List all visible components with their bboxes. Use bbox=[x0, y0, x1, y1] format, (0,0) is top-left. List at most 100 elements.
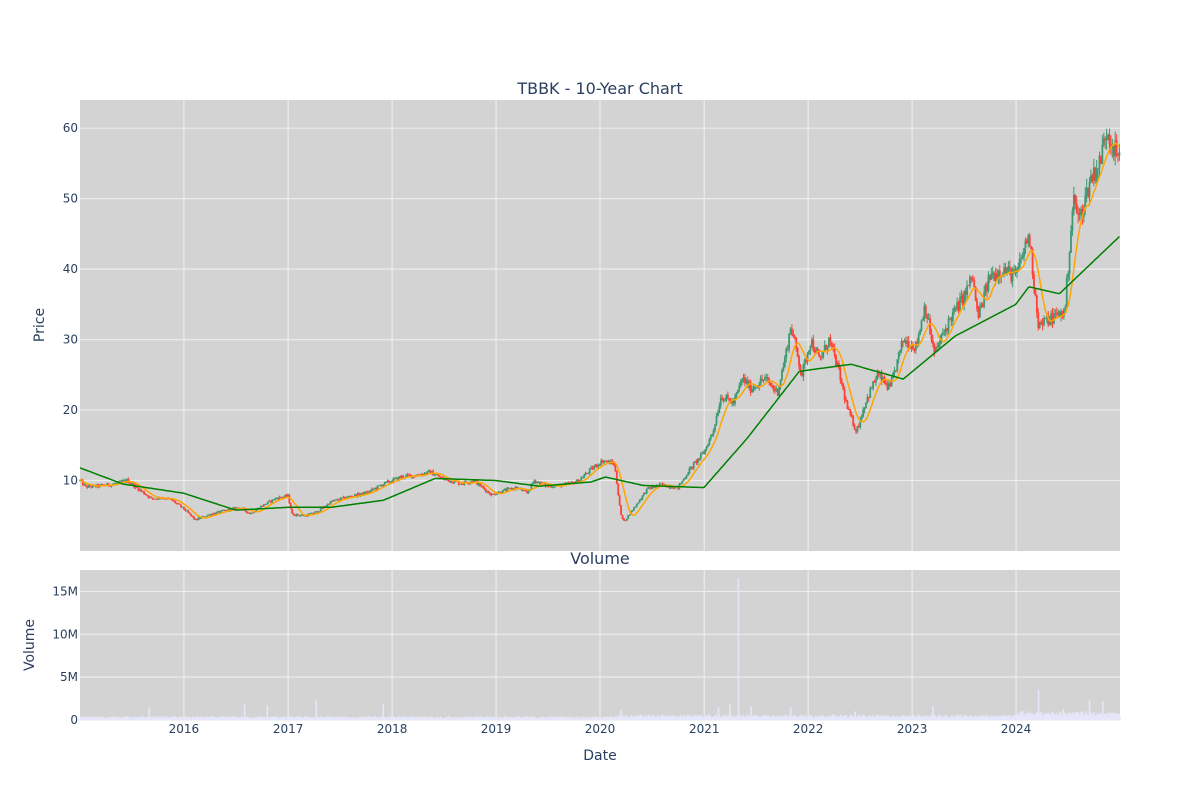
candle-body bbox=[84, 484, 87, 486]
candle-body bbox=[311, 512, 313, 514]
candle-body bbox=[604, 461, 607, 462]
candle-body bbox=[118, 480, 121, 482]
volume-bar bbox=[885, 715, 887, 720]
volume-bar bbox=[644, 714, 646, 720]
volume-y-tick-label: 0 bbox=[70, 713, 78, 727]
candle-body bbox=[1097, 168, 1099, 170]
candle-body bbox=[627, 515, 630, 519]
candle-body bbox=[472, 481, 474, 483]
candle-body bbox=[803, 359, 806, 365]
candle-body bbox=[934, 346, 937, 353]
candle-body bbox=[1068, 252, 1071, 274]
volume-bar bbox=[155, 716, 157, 720]
candle-body bbox=[788, 333, 790, 350]
candle-body bbox=[1033, 274, 1035, 289]
volume-bar bbox=[465, 716, 467, 720]
candle-body bbox=[721, 397, 724, 401]
candle-body bbox=[363, 492, 366, 495]
candle-body bbox=[1060, 311, 1062, 317]
candle-body bbox=[994, 273, 997, 281]
candle-body bbox=[331, 501, 333, 502]
volume-bar bbox=[81, 717, 83, 720]
candle-body bbox=[584, 473, 587, 476]
volume-bar bbox=[91, 716, 94, 720]
candle-body bbox=[346, 496, 349, 498]
volume-bar bbox=[332, 716, 334, 720]
candle-body bbox=[984, 284, 987, 292]
volume-bar bbox=[620, 709, 622, 720]
volume-bar bbox=[1108, 711, 1110, 720]
candle-body bbox=[477, 482, 480, 486]
candle-body bbox=[1074, 194, 1077, 204]
volume-bar bbox=[194, 716, 196, 720]
candle-body bbox=[408, 474, 410, 476]
volume-bar bbox=[1055, 713, 1057, 720]
candle-body bbox=[435, 474, 437, 476]
candle-body bbox=[728, 398, 731, 401]
candle-body bbox=[174, 501, 177, 504]
candle-body bbox=[278, 496, 281, 500]
candle-body bbox=[798, 356, 800, 367]
candle-body bbox=[617, 484, 620, 496]
candle-body bbox=[1025, 240, 1028, 244]
candle-body bbox=[836, 363, 839, 367]
candle-body bbox=[588, 468, 591, 474]
volume-bar bbox=[562, 716, 564, 720]
candle-body bbox=[531, 482, 534, 484]
candle-body bbox=[940, 334, 943, 341]
candle-body bbox=[230, 508, 232, 511]
candle-body bbox=[766, 377, 769, 379]
volume-bar bbox=[449, 716, 451, 720]
candle-body bbox=[949, 318, 951, 320]
volume-bar bbox=[387, 716, 389, 720]
volume-bar bbox=[341, 716, 344, 720]
candle-body bbox=[436, 474, 439, 476]
candle-body bbox=[1090, 175, 1092, 182]
candle-body bbox=[805, 359, 808, 362]
candle-body bbox=[460, 483, 463, 485]
candle-body bbox=[697, 458, 699, 464]
volume-y-tick-label: 5M bbox=[60, 670, 78, 684]
candle-body bbox=[494, 494, 497, 496]
candle-body bbox=[835, 355, 837, 367]
volume-bar bbox=[1119, 715, 1121, 720]
volume-bar bbox=[1022, 710, 1024, 720]
candle-body bbox=[744, 377, 746, 384]
volume-bar bbox=[967, 716, 970, 720]
volume-bar bbox=[575, 716, 577, 720]
price-y-tick-label: 50 bbox=[63, 192, 78, 206]
volume-bar bbox=[160, 716, 162, 720]
candle-body bbox=[341, 497, 343, 499]
candle-body bbox=[1031, 248, 1034, 275]
candle-body bbox=[537, 481, 540, 483]
candle-body bbox=[924, 305, 927, 316]
price-chart-title: TBBK - 10-Year Chart bbox=[516, 79, 682, 98]
candle-body bbox=[251, 512, 254, 514]
candle-body bbox=[812, 339, 815, 351]
candle-body bbox=[147, 495, 150, 498]
volume-bar bbox=[83, 716, 85, 720]
candle-body bbox=[490, 493, 493, 496]
candle-body bbox=[249, 512, 252, 514]
candle-body bbox=[398, 476, 400, 481]
candle-body bbox=[877, 373, 880, 375]
candle-body bbox=[660, 483, 662, 485]
candle-body bbox=[87, 485, 90, 488]
price-y-axis-title: Price bbox=[32, 308, 48, 342]
candle-body bbox=[373, 488, 376, 490]
volume-bar bbox=[581, 716, 583, 720]
candle-body bbox=[936, 346, 939, 348]
candle-body bbox=[866, 396, 869, 403]
candle-body bbox=[353, 494, 356, 497]
candle-body bbox=[808, 350, 810, 354]
candle-body bbox=[988, 275, 991, 280]
candle-body bbox=[524, 490, 527, 492]
candle-body bbox=[879, 373, 882, 375]
candle-body bbox=[815, 348, 818, 354]
candle-body bbox=[605, 461, 608, 462]
candle-body bbox=[308, 513, 311, 515]
candle-body bbox=[362, 492, 365, 495]
candle-body bbox=[624, 520, 627, 522]
candle-body bbox=[493, 493, 496, 495]
candle-body bbox=[526, 491, 528, 494]
